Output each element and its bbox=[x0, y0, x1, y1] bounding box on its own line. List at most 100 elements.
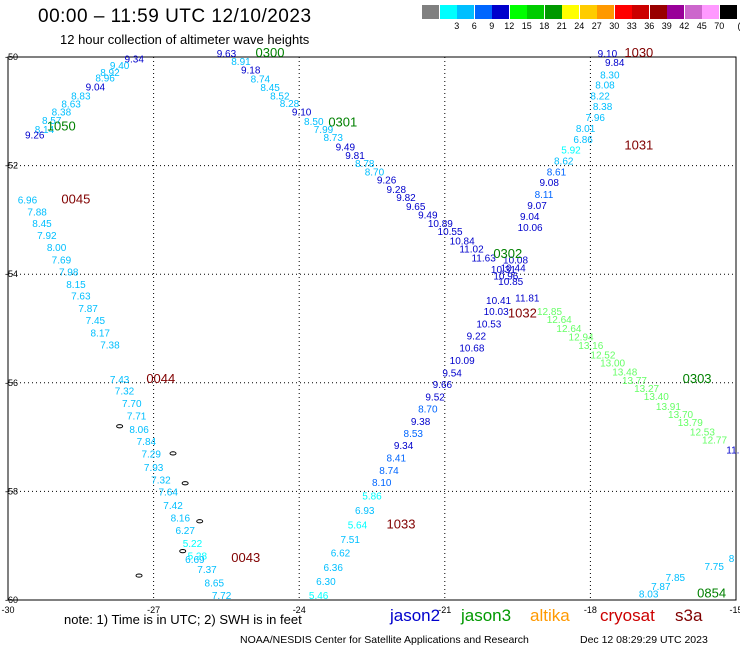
wave-height-label: 7.71 bbox=[127, 412, 147, 423]
wave-height-label: 7.42 bbox=[163, 501, 183, 512]
wave-height-label: 13.77 bbox=[622, 376, 647, 387]
wave-height-label: 7.69 bbox=[52, 255, 72, 266]
wave-height-label: 8.03 bbox=[639, 589, 659, 600]
wave-height-label: 13.16 bbox=[578, 341, 603, 352]
credit-line: NOAA/NESDIS Center for Satellite Applica… bbox=[240, 634, 529, 646]
island-outline bbox=[181, 481, 189, 486]
wave-height-label: 7.87 bbox=[651, 582, 671, 593]
colorbar-swatch bbox=[667, 5, 684, 19]
wave-height-label: 10.55 bbox=[438, 227, 463, 238]
wave-height-label: 8.30 bbox=[600, 71, 620, 82]
wave-height-label: 8.74 bbox=[251, 75, 271, 86]
wave-height-label: 9.40 bbox=[110, 61, 130, 72]
colorbar-label: 9 bbox=[489, 21, 495, 31]
pass-time-label: 0044 bbox=[146, 371, 175, 386]
map-title: 00:00 – 11:59 UTC 12/10/2023 bbox=[38, 6, 312, 27]
wave-height-label: 10.53 bbox=[476, 319, 501, 330]
wave-height-label: 6.69 bbox=[185, 555, 205, 566]
wave-height-label: 5.86 bbox=[362, 492, 382, 503]
pass-time-label: 0043 bbox=[231, 550, 260, 565]
wave-height-label: 9.81 bbox=[345, 151, 365, 162]
wave-height-label: 9.49 bbox=[336, 142, 356, 153]
wave-height-label: 7.45 bbox=[86, 316, 106, 327]
wave-height-label: 6.36 bbox=[323, 563, 343, 574]
wave-height-label: 9.26 bbox=[25, 130, 45, 141]
wave-height-label: 8.78 bbox=[355, 159, 375, 170]
wave-height-label: 7.85 bbox=[666, 573, 686, 584]
colorbar-swatch bbox=[684, 5, 702, 19]
lat-tick-label: -60 bbox=[5, 595, 18, 605]
wave-height-label: 5.92 bbox=[561, 146, 581, 157]
wave-height-label: 9.28 bbox=[387, 185, 407, 196]
colorbar-label: 39 bbox=[661, 21, 672, 31]
wave-height-label: 8.08 bbox=[595, 80, 615, 91]
footnote: note: 1) Time is in UTC; 2) SWH is in fe… bbox=[64, 612, 302, 627]
lat-tick-label: -58 bbox=[5, 486, 18, 496]
wave-height-label: 7.93 bbox=[144, 463, 164, 474]
satellite-legend-s3a: s3a bbox=[675, 606, 703, 625]
wave-height-label: 8.92 bbox=[100, 68, 120, 79]
wave-height-label: 6.30 bbox=[316, 577, 336, 588]
colorbar-label: 42 bbox=[679, 21, 690, 31]
pass-time-label: 1031 bbox=[624, 137, 653, 152]
wave-height-label: 8.70 bbox=[365, 167, 385, 178]
wave-height-label: 5.46 bbox=[309, 591, 329, 602]
wave-height-label: 8.00 bbox=[47, 243, 67, 254]
wave-height-label: 7.75 bbox=[704, 562, 724, 573]
wave-height-label: 7.87 bbox=[78, 304, 98, 315]
wave-height-label: 11.02 bbox=[459, 244, 484, 255]
wave-height-label: 8.63 bbox=[61, 99, 81, 110]
wave-height-label: 7.64 bbox=[158, 488, 178, 499]
wave-height-label: 8.17 bbox=[91, 329, 111, 340]
satellite-legend-altika: altika bbox=[530, 606, 570, 625]
satellite-legend-jason3: jason3 bbox=[461, 606, 512, 625]
wave-height-label: 9.63 bbox=[217, 49, 237, 60]
wave-height-label: 7.63 bbox=[71, 292, 91, 303]
wave-height-label: 12.64 bbox=[556, 324, 581, 335]
wave-height-label: 12.53 bbox=[690, 427, 715, 438]
wave-height-label: 6.86 bbox=[573, 135, 593, 146]
wave-height-label: 7.43 bbox=[110, 375, 130, 386]
wave-height-label: 10.06 bbox=[518, 223, 543, 234]
colorbar-swatch bbox=[632, 5, 649, 19]
lon-tick-label: -18 bbox=[584, 605, 597, 615]
wave-height-label: 7.51 bbox=[340, 535, 360, 546]
lon-tick-label: -21 bbox=[438, 605, 451, 615]
wave-height-label: 12.77 bbox=[702, 436, 727, 447]
lon-tick-label: -15 bbox=[729, 605, 740, 615]
wave-height-label: 10.44 bbox=[501, 263, 526, 274]
wave-height-label: 8.38 bbox=[52, 108, 72, 119]
wave-height-label: 9.22 bbox=[467, 331, 487, 342]
wave-height-label: 7.38 bbox=[100, 341, 120, 352]
island-outline bbox=[179, 549, 187, 554]
pass-time-label: 0303 bbox=[683, 371, 712, 386]
wave-height-label: 10.09 bbox=[450, 356, 475, 367]
colorbar-swatch bbox=[719, 5, 737, 19]
colorbar-swatch bbox=[457, 5, 474, 19]
wave-height-label: 8.74 bbox=[379, 466, 399, 477]
colorbar-swatch bbox=[509, 5, 527, 19]
wave-height-label: 13.79 bbox=[678, 418, 703, 429]
island-outline bbox=[196, 519, 204, 524]
wave-height-label: 10.41 bbox=[486, 296, 511, 307]
wave-height-label: 8 bbox=[729, 554, 735, 565]
wave-height-label: 9.54 bbox=[442, 368, 462, 379]
wave-height-label: 5.22 bbox=[183, 539, 203, 550]
wave-height-label: 12.94 bbox=[569, 332, 594, 343]
wave-height-label: 9.82 bbox=[396, 193, 416, 204]
wave-height-label: 7.84 bbox=[137, 437, 157, 448]
wave-height-label: 8.01 bbox=[576, 124, 596, 135]
pass-time-label: 0301 bbox=[328, 115, 357, 130]
wave-height-label: 9.84 bbox=[605, 58, 625, 69]
map-subtitle: 12 hour collection of altimeter wave hei… bbox=[60, 32, 310, 47]
colorbar-swatch bbox=[579, 5, 597, 19]
colorbar-swatch bbox=[702, 5, 719, 19]
wave-height-label: 9.26 bbox=[377, 176, 397, 187]
wave-height-label: 12.85 bbox=[537, 307, 562, 318]
lon-tick-label: -30 bbox=[1, 605, 14, 615]
wave-height-label: 9.34 bbox=[124, 54, 144, 65]
wave-height-label: 12.64 bbox=[547, 315, 572, 326]
wave-height-label: 9.04 bbox=[86, 83, 106, 94]
wave-height-label: 9.34 bbox=[394, 441, 414, 452]
wave-height-label: 5.64 bbox=[348, 520, 368, 531]
